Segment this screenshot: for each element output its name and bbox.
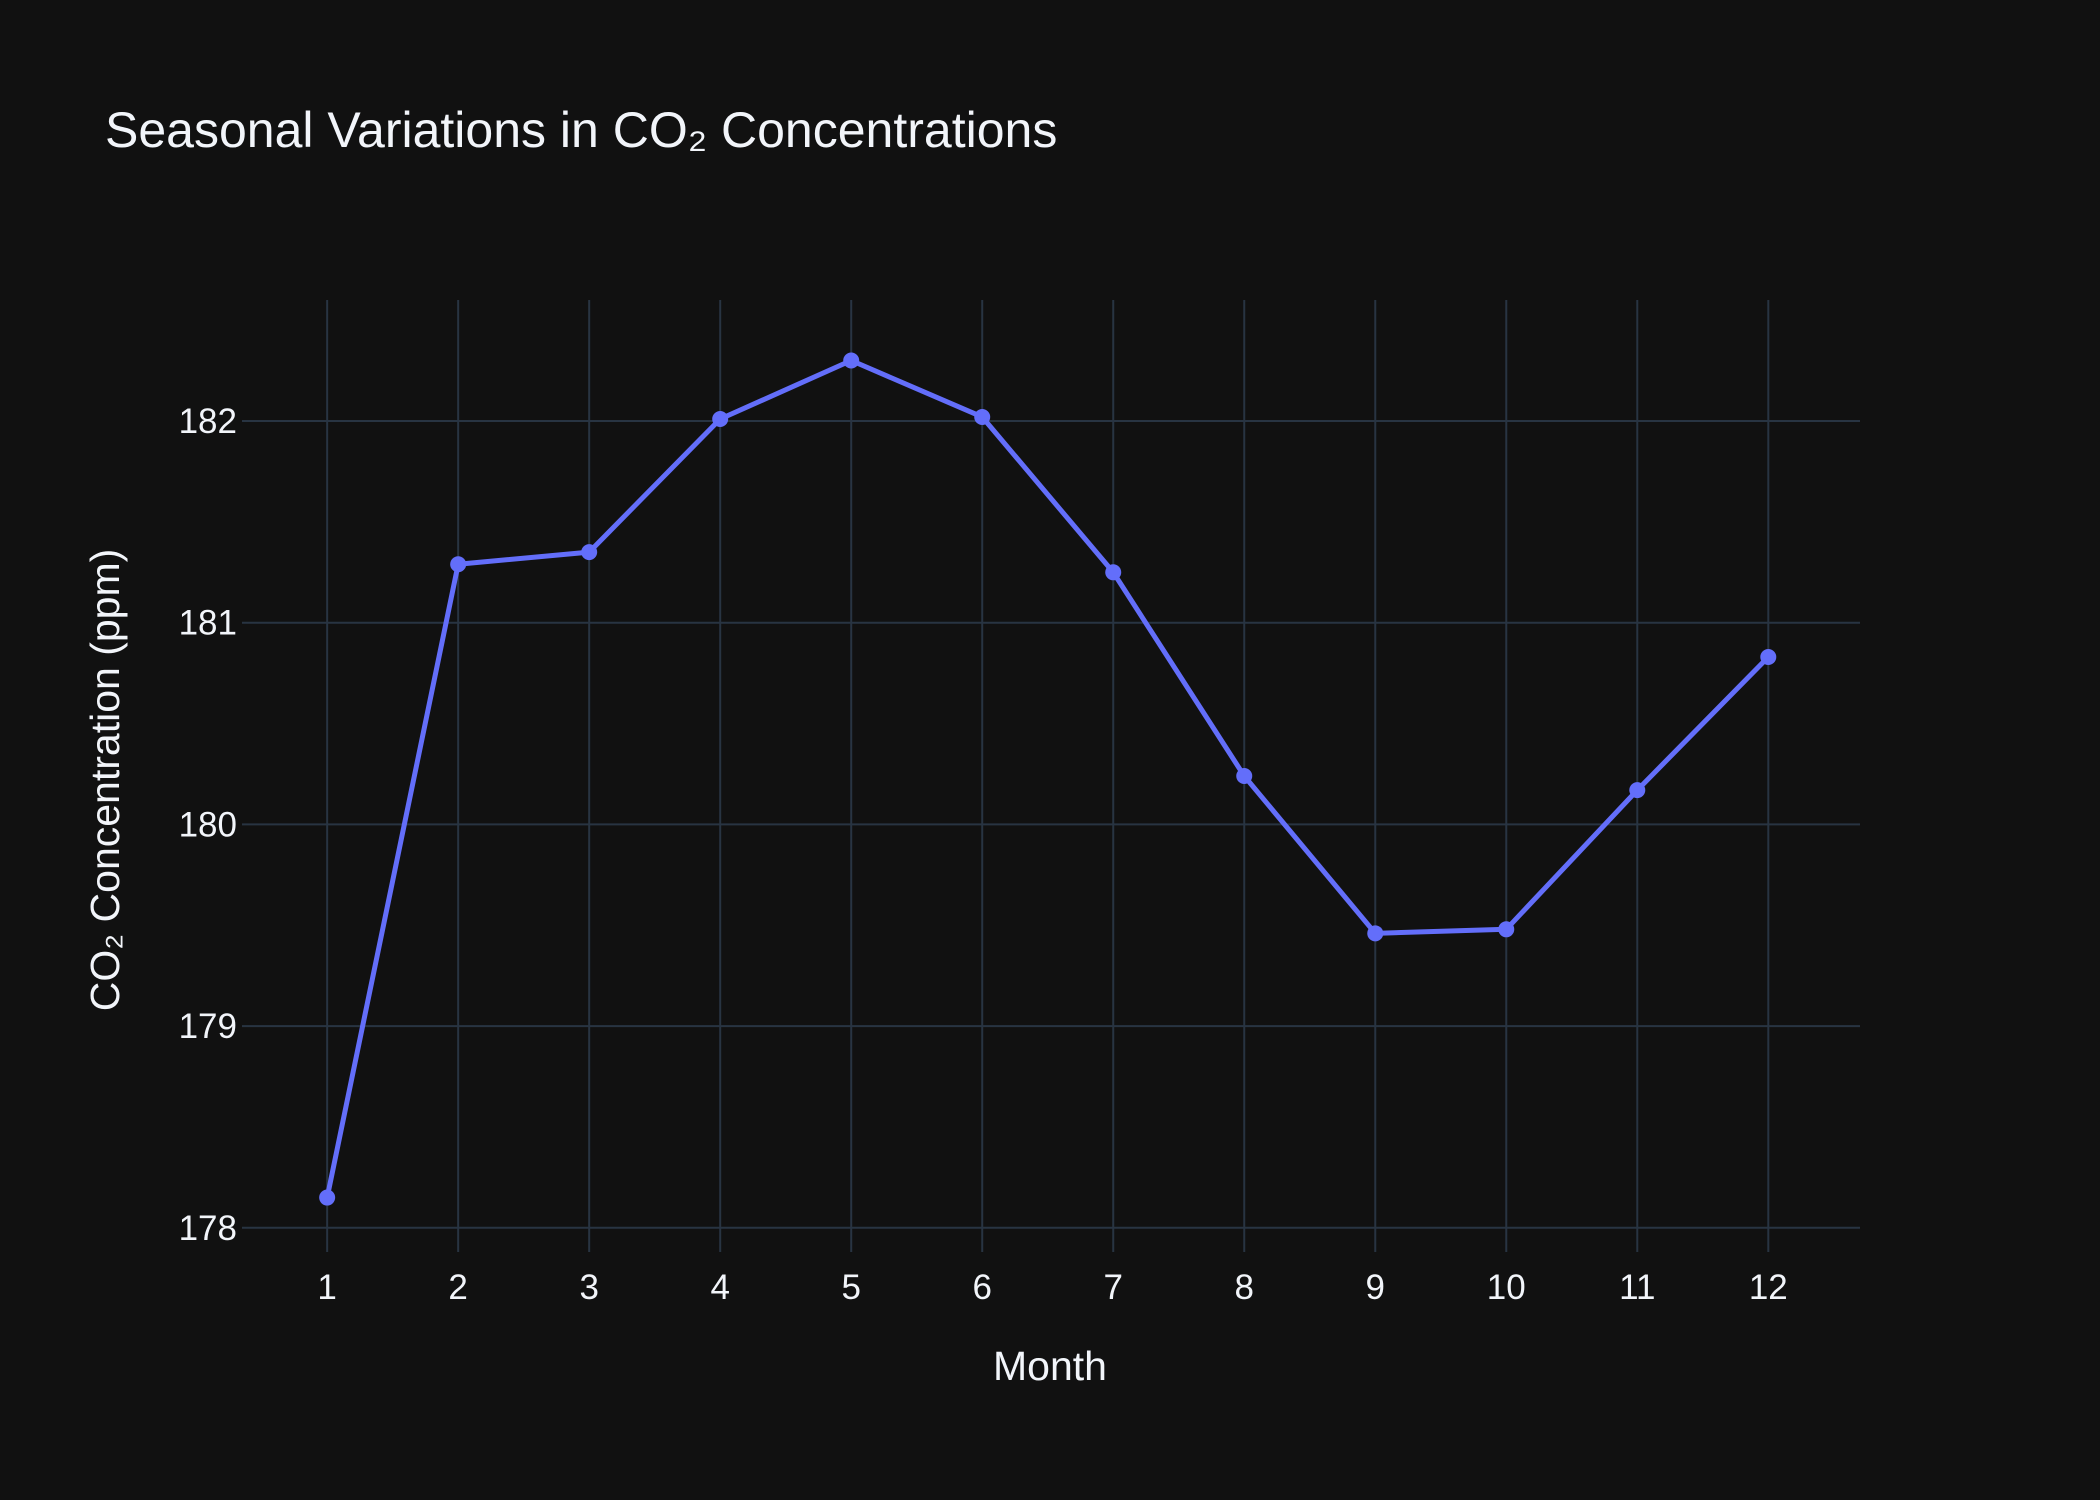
- data-point: [1760, 649, 1777, 665]
- x-tick-label: 2: [448, 1268, 467, 1307]
- chart-title: Seasonal Variations in CO₂ Concentration…: [105, 102, 1057, 158]
- x-tick-label: 11: [1619, 1268, 1655, 1307]
- x-tick-label: 12: [1749, 1268, 1788, 1307]
- data-point: [1367, 925, 1384, 942]
- y-tick-labels: 178 179 180 181 182: [179, 402, 237, 1248]
- y-tick-label: 179: [179, 1007, 237, 1046]
- x-tick-label: 6: [972, 1268, 991, 1307]
- x-tick-label: 10: [1487, 1268, 1526, 1307]
- x-axis-title: Month: [993, 1343, 1107, 1389]
- y-tick-label: 178: [179, 1209, 237, 1248]
- y-tick-label: 182: [179, 402, 237, 441]
- grid-lines: [242, 300, 1860, 1252]
- x-tick-label: 8: [1235, 1268, 1254, 1307]
- data-point: [712, 411, 729, 427]
- data-point: [843, 352, 860, 369]
- x-tick-label: 4: [710, 1268, 729, 1307]
- data-point: [319, 1189, 336, 1206]
- x-tick-label: 1: [317, 1268, 336, 1307]
- data-point: [1498, 921, 1515, 938]
- data-point: [581, 544, 598, 561]
- data-point: [974, 408, 991, 425]
- series-line-layer: [324, 358, 1771, 1201]
- x-tick-label: 5: [841, 1268, 860, 1307]
- x-tick-labels: 1 2 3 4 5 6 7 8 9 10 11 12: [317, 1268, 1787, 1307]
- x-tick-label: 9: [1366, 1268, 1385, 1307]
- data-point: [450, 556, 467, 573]
- data-points: [319, 352, 1777, 1206]
- data-point: [1236, 768, 1253, 784]
- y-tick-label: 181: [179, 604, 237, 643]
- y-tick-label: 180: [179, 805, 237, 844]
- x-tick-label: 7: [1103, 1268, 1122, 1307]
- data-point: [1105, 564, 1122, 581]
- x-tick-label: 3: [579, 1268, 598, 1307]
- y-axis-title: CO₂ Concentration (ppm): [82, 549, 128, 1012]
- data-point: [1629, 782, 1646, 799]
- series-line: [324, 358, 1771, 1201]
